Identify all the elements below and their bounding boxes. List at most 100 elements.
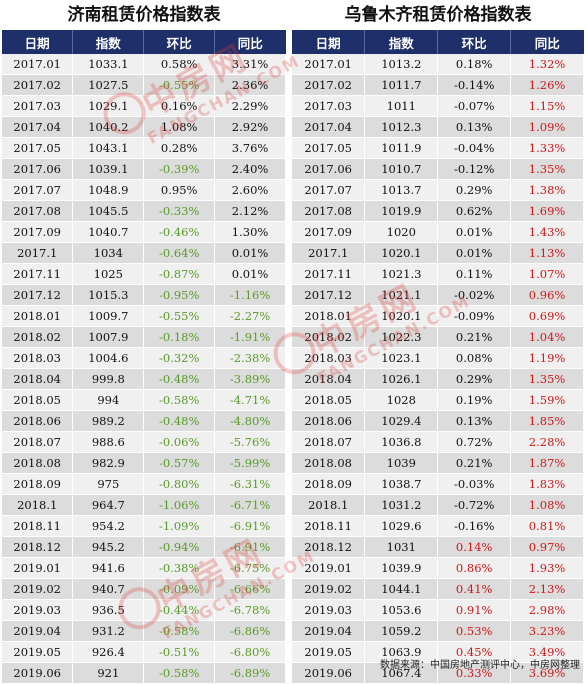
mom-cell: 0.58% [143, 54, 216, 75]
date-cell: 2019.04 [2, 620, 74, 642]
yoy-cell: -6.91% [214, 515, 286, 537]
yoy-cell: 1.43% [510, 221, 584, 243]
table-row: 2017.09 1040.7 -0.46% 1.30% [2, 221, 286, 243]
date-cell: 2018.09 [292, 473, 366, 495]
mom-cell: -0.58% [143, 389, 216, 411]
index-cell: 988.6 [72, 431, 145, 453]
jinan-table-title: 济南租赁价格指数表 [67, 5, 221, 25]
header-date: 日期 [292, 30, 366, 54]
date-cell: 2017.05 [292, 137, 366, 159]
date-cell: 2019.02 [2, 578, 74, 600]
mom-cell: -0.94% [143, 536, 216, 558]
index-cell: 1021.1 [364, 284, 439, 306]
table-row: 2017.07 1048.9 0.95% 2.60% [2, 179, 286, 201]
yoy-cell: 3.31% [214, 54, 286, 75]
index-cell: 1022.3 [364, 326, 439, 348]
yoy-cell: -6.66% [214, 578, 286, 600]
index-cell: 921 [72, 662, 145, 684]
table-row: 2019.01 941.6 -0.38% -6.75% [2, 557, 286, 579]
table-row: 2018.03 1023.1 0.08% 1.19% [292, 347, 584, 369]
mom-cell: -0.03% [437, 473, 512, 495]
table-row: 2019.04 931.2 -0.58% -6.86% [2, 620, 286, 642]
index-cell: 1039.1 [72, 158, 145, 180]
index-cell: 1063.9 [364, 641, 439, 663]
date-cell: 2018.11 [2, 515, 74, 537]
table-row: 2019.06 921 -0.58% -6.89% [2, 662, 286, 684]
yoy-cell: 0.69% [510, 305, 584, 327]
data-source-note: 数据来源：中国房地产测评中心，中房网整理 [380, 660, 580, 671]
date-cell: 2018.08 [292, 452, 366, 474]
date-cell: 2019.01 [292, 557, 366, 579]
date-cell: 2019.04 [292, 620, 366, 642]
index-cell: 1013.2 [364, 54, 439, 75]
yoy-cell: 0.97% [510, 536, 584, 558]
yoy-cell: 1.38% [510, 179, 584, 201]
yoy-cell: -6.75% [214, 557, 286, 579]
date-cell: 2018.12 [2, 536, 74, 558]
yoy-cell: 2.28% [510, 431, 584, 453]
mom-cell: 0.28% [143, 137, 216, 159]
yoy-cell: 1.93% [510, 557, 584, 579]
table-row: 2018.05 994 -0.58% -4.71% [2, 389, 286, 411]
date-cell: 2017.02 [2, 74, 74, 96]
table-row: 2019.01 1039.9 0.86% 1.93% [292, 557, 584, 579]
date-cell: 2018.02 [292, 326, 366, 348]
mom-cell: -0.80% [143, 473, 216, 495]
table-row: 2018.07 988.6 -0.06% -5.76% [2, 431, 286, 453]
mom-cell: -0.44% [143, 599, 216, 621]
index-cell: 1034 [72, 242, 145, 264]
date-cell: 2018.04 [292, 368, 366, 390]
mom-cell: 0.19% [437, 389, 512, 411]
date-cell: 2018.03 [292, 347, 366, 369]
index-cell: 1031 [364, 536, 439, 558]
table-row: 2019.02 1044.1 0.41% 2.13% [292, 578, 584, 600]
yoy-cell: 3.23% [510, 620, 584, 642]
date-cell: 2018.03 [2, 347, 74, 369]
date-cell: 2019.06 [2, 662, 74, 684]
index-cell: 1043.1 [72, 137, 145, 159]
date-cell: 2017.06 [292, 158, 366, 180]
yoy-cell: 0.96% [510, 284, 584, 306]
date-cell: 2018.01 [2, 305, 74, 327]
urumqi-header-row: 日期 指数 环比 同比 [292, 30, 584, 54]
mom-cell: 0.29% [437, 179, 512, 201]
index-cell: 941.6 [72, 557, 145, 579]
table-row: 2017.01 1033.1 0.58% 3.31% [2, 54, 286, 75]
table-row: 2017.03 1029.1 0.16% 2.29% [2, 95, 286, 117]
yoy-cell: 1.19% [510, 347, 584, 369]
table-row: 2018.09 975 -0.80% -6.31% [2, 473, 286, 495]
yoy-cell: 1.15% [510, 95, 584, 117]
yoy-cell: -5.99% [214, 452, 286, 474]
header-yoy: 同比 [510, 30, 584, 54]
yoy-cell: 2.29% [214, 95, 286, 117]
table-row: 2017.11 1021.3 0.11% 1.07% [292, 263, 584, 285]
mom-cell: 0.29% [437, 368, 512, 390]
mom-cell: 0.01% [437, 242, 512, 264]
table-row: 2018.04 1026.1 0.29% 1.35% [292, 368, 584, 390]
table-row: 2017.04 1012.3 0.13% 1.09% [292, 116, 584, 138]
index-cell: 1023.1 [364, 347, 439, 369]
index-cell: 1012.3 [364, 116, 439, 138]
yoy-cell: 2.36% [214, 74, 286, 96]
header-date: 日期 [2, 30, 74, 54]
index-cell: 1020.1 [364, 305, 439, 327]
index-cell: 945.2 [72, 536, 145, 558]
mom-cell: -0.55% [143, 305, 216, 327]
table-row: 2019.03 936.5 -0.44% -6.78% [2, 599, 286, 621]
index-cell: 1038.7 [364, 473, 439, 495]
date-cell: 2018.12 [292, 536, 366, 558]
table-row: 2017.1 1034 -0.64% 0.01% [2, 242, 286, 264]
mom-cell: -0.64% [143, 242, 216, 264]
date-cell: 2019.05 [2, 641, 74, 663]
date-cell: 2018.1 [2, 494, 74, 516]
mom-cell: -0.51% [143, 641, 216, 663]
urumqi-table-title: 乌鲁木齐租赁价格指数表 [344, 5, 532, 25]
urumqi-table: 日期 指数 环比 同比 2017.01 1013.2 0.18% 1.32% 2017.… [292, 30, 584, 684]
yoy-cell: 0.81% [510, 515, 584, 537]
yoy-cell: 2.40% [214, 158, 286, 180]
table-row: 2018.06 1029.4 0.13% 1.85% [292, 410, 584, 432]
mom-cell: -0.09% [437, 305, 512, 327]
header-mom: 环比 [143, 30, 216, 54]
mom-cell: -0.14% [437, 74, 512, 96]
mom-cell: -0.09% [143, 578, 216, 600]
